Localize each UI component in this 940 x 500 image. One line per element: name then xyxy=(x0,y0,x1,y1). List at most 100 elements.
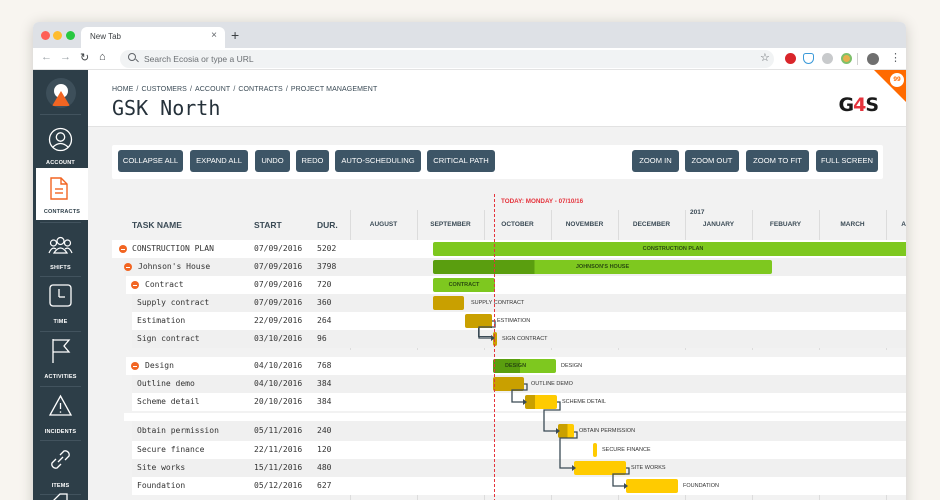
undo-button[interactable]: UNDO xyxy=(255,150,290,172)
collapse-all-button[interactable]: COLLAPSE ALL xyxy=(118,150,183,172)
task-name: Secure finance xyxy=(137,445,205,454)
shield-extension-icon[interactable] xyxy=(803,53,814,64)
close-window-button[interactable] xyxy=(41,31,50,40)
gantt-toolbar: COLLAPSE ALL EXPAND ALL UNDO REDO AUTO-S… xyxy=(112,145,883,179)
sidebar-label: ACCOUNT xyxy=(46,160,75,166)
critical-path-button[interactable]: CRITICAL PATH xyxy=(427,150,495,172)
month-label: NOVEMBER xyxy=(565,221,604,228)
sidebar-item-account[interactable]: ACCOUNT xyxy=(33,121,88,171)
today-label: TODAY: MONDAY - 07/10/16 xyxy=(501,198,584,205)
bar-label: CONSTRUCTION PLAN xyxy=(642,246,704,252)
profile-avatar[interactable] xyxy=(867,53,879,65)
collapse-toggle-icon[interactable] xyxy=(119,245,127,253)
auto-scheduling-button[interactable]: AUTO-SCHEDULING xyxy=(335,150,421,172)
gantt-bar[interactable] xyxy=(574,461,626,475)
task-duration: 5202 xyxy=(317,244,337,253)
reload-icon[interactable]: ↻ xyxy=(80,52,90,64)
back-icon[interactable]: ← xyxy=(41,51,52,63)
tag-icon[interactable] xyxy=(48,490,73,500)
close-tab-icon[interactable]: × xyxy=(211,30,217,41)
table-row[interactable]: Outline demo 04/10/2016 384 OUTLINE DEMO xyxy=(112,375,906,393)
browser-menu-icon[interactable]: ⋮ xyxy=(890,52,901,64)
notification-count[interactable]: 99 xyxy=(890,73,904,87)
bar-label: SUPPLY CONTRACT xyxy=(471,300,525,306)
month-label: MARCH xyxy=(840,221,865,228)
task-name: Site works xyxy=(137,463,186,472)
expand-all-button[interactable]: EXPAND ALL xyxy=(190,150,248,172)
table-row[interactable]: Obtain permission 05/11/2016 240 OBTAIN … xyxy=(112,421,906,441)
sidebar-divider xyxy=(40,222,81,223)
collapse-toggle-icon[interactable] xyxy=(131,281,139,289)
table-row[interactable]: Sign contract 03/10/2016 96 SIGN CONTRAC… xyxy=(112,330,906,348)
maximize-window-button[interactable] xyxy=(66,31,75,40)
column-duration[interactable]: DUR. xyxy=(317,220,338,230)
zoom-to-fit-button[interactable]: ZOOM TO FIT xyxy=(746,150,809,172)
month-label: JANUARY xyxy=(702,221,735,228)
cloud-extension-icon[interactable] xyxy=(822,53,833,64)
zoom-in-button[interactable]: ZOOM IN xyxy=(632,150,679,172)
gantt-bar[interactable] xyxy=(465,314,492,328)
bar-label: DESIGN xyxy=(504,363,527,369)
gantt-bar[interactable] xyxy=(593,443,597,457)
task-duration: 264 xyxy=(317,316,332,325)
new-tab-button[interactable]: + xyxy=(231,27,240,43)
month-label: DECEMBER xyxy=(632,221,671,228)
user-circle-icon xyxy=(48,127,73,152)
sidebar-item-contracts[interactable]: CONTRACTS xyxy=(36,168,88,220)
table-row[interactable]: Supply contract 07/09/2016 360 SUPPLY CO… xyxy=(112,294,906,312)
dependency-link[interactable] xyxy=(478,327,492,337)
today-marker xyxy=(494,194,495,500)
gantt-bar[interactable] xyxy=(525,395,557,409)
table-row[interactable]: Site works 15/11/2016 480 SITE WORKS xyxy=(112,459,906,477)
full-screen-button[interactable]: FULL SCREEN xyxy=(816,150,878,172)
bar-label: SIGN CONTRACT xyxy=(502,336,548,342)
redo-button[interactable]: REDO xyxy=(296,150,329,172)
bar-label: SCHEME DETAIL xyxy=(562,399,606,405)
minimize-window-button[interactable] xyxy=(53,31,62,40)
column-start[interactable]: START xyxy=(254,220,282,230)
table-row[interactable]: Johnson's House 07/09/2016 3798 JOHNSON'… xyxy=(112,258,906,276)
gantt-bar[interactable] xyxy=(626,479,678,493)
month-label: A xyxy=(901,221,906,228)
link-icon xyxy=(51,450,70,469)
column-task-name[interactable]: TASK NAME xyxy=(132,220,182,230)
gantt-bar[interactable] xyxy=(493,332,497,346)
bookmark-star-icon[interactable]: ☆ xyxy=(760,52,770,64)
abp-extension-icon[interactable] xyxy=(785,53,796,64)
table-row[interactable]: Secure finance 22/11/2016 120 SECURE FIN… xyxy=(112,441,906,459)
sidebar-item-shifts[interactable]: SHIFTS xyxy=(33,226,88,276)
globe-extension-icon[interactable] xyxy=(841,53,852,64)
collapse-toggle-icon[interactable] xyxy=(131,362,139,370)
table-row[interactable]: CONSTRUCTION PLAN 07/09/2016 5202 CONSTR… xyxy=(112,240,906,258)
gantt-bar[interactable] xyxy=(558,424,574,438)
gantt-bar[interactable]: CONTRACT xyxy=(433,278,495,292)
sidebar-item-items[interactable]: ITEMS xyxy=(33,444,88,494)
zoom-out-button[interactable]: ZOOM OUT xyxy=(685,150,739,172)
browser-tab[interactable]: New Tab × xyxy=(81,27,225,48)
app-logo[interactable] xyxy=(46,78,76,108)
gantt-bar[interactable] xyxy=(493,377,524,391)
breadcrumb-account[interactable]: ACCOUNT xyxy=(195,86,231,93)
gantt-bar[interactable]: JOHNSON'S HOUSE xyxy=(433,260,772,274)
breadcrumb-customers[interactable]: CUSTOMERS xyxy=(141,86,187,93)
sidebar-item-time[interactable]: TIME xyxy=(33,280,88,330)
collapse-toggle-icon[interactable] xyxy=(124,263,132,271)
home-icon[interactable]: ⌂ xyxy=(99,51,106,63)
gantt-bar[interactable]: DESIGN xyxy=(493,359,556,373)
gantt-bar[interactable]: CONSTRUCTION PLAN xyxy=(433,242,906,256)
month-label: OCTOBER xyxy=(501,221,534,228)
task-name: Johnson's House xyxy=(138,262,211,271)
breadcrumb-home[interactable]: HOME xyxy=(112,86,134,93)
breadcrumb-contracts[interactable]: CONTRACTS xyxy=(238,86,283,93)
table-row[interactable]: Scheme detail 20/10/2016 384 SCHEME DETA… xyxy=(112,393,906,411)
gantt-bar[interactable] xyxy=(433,296,464,310)
table-row[interactable]: Estimation 22/09/2016 264 ESTIMATION xyxy=(112,312,906,330)
forward-icon[interactable]: → xyxy=(60,51,71,63)
url-input[interactable]: Search Ecosia or type a URL xyxy=(120,50,774,68)
sidebar-item-activities[interactable]: ACTIVITIES xyxy=(33,335,88,385)
sidebar-item-incidents[interactable]: INCIDENTS xyxy=(33,390,88,440)
table-row[interactable]: Design 04/10/2016 768 DESIGN DESIGN xyxy=(112,357,906,375)
bar-label: CONTRACT xyxy=(448,282,480,288)
table-row[interactable]: Foundation 05/12/2016 627 FOUNDATION xyxy=(112,477,906,495)
table-row[interactable]: Contract 07/09/2016 720 CONTRACT xyxy=(112,276,906,294)
